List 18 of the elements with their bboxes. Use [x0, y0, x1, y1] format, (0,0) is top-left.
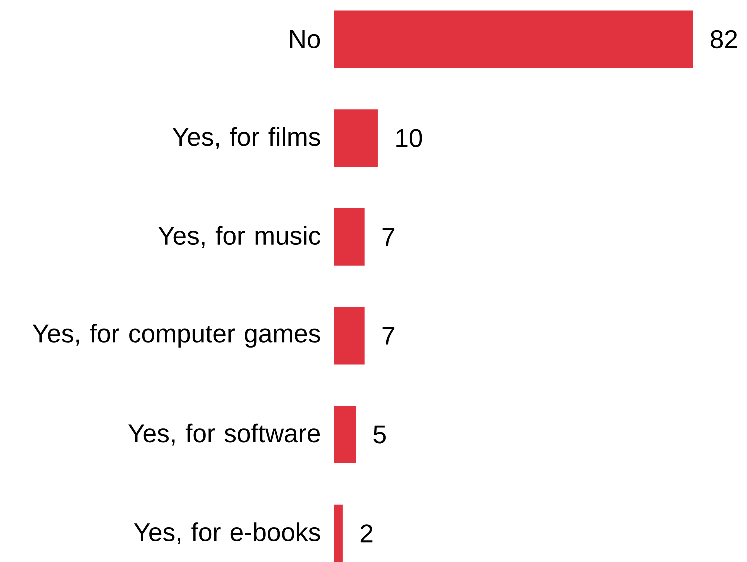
- bar: [334, 208, 365, 266]
- data-label: 5: [374, 426, 386, 444]
- bar: [334, 406, 356, 464]
- y-tick-label: Yes, for e-books: [134, 522, 320, 544]
- data-label: 2: [360, 524, 373, 542]
- bar: [334, 307, 365, 365]
- y-tick-label: Yes, for software: [128, 424, 320, 446]
- bar: [334, 10, 694, 68]
- y-tick-label: Yes, for computer games: [32, 324, 320, 348]
- data-label: 10: [396, 129, 422, 148]
- data-label: 82: [710, 30, 738, 48]
- bar: [334, 109, 378, 167]
- data-label: 7: [382, 228, 395, 246]
- y-tick-label: No: [290, 30, 320, 48]
- bar: [334, 504, 343, 562]
- y-tick-label: Yes, for films: [172, 127, 320, 150]
- y-tick-label: Yes, for music: [158, 226, 321, 248]
- data-label: 7: [382, 326, 395, 345]
